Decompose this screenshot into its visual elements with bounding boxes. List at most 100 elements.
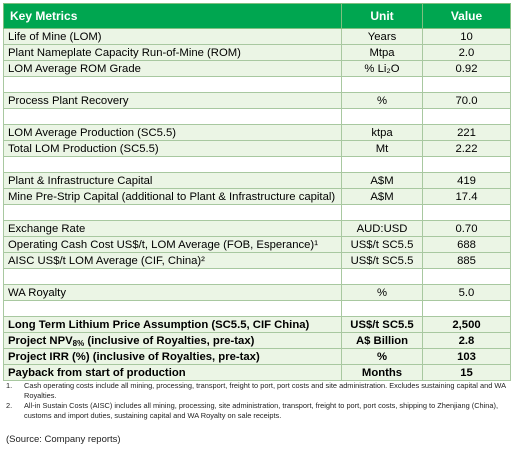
unit-cell: Mtpa [341, 44, 423, 61]
source: (Source: Company reports) [6, 434, 121, 445]
table-row: Mine Pre-Strip Capital (additional to Pl… [3, 188, 511, 205]
value-cell: 15 [422, 364, 511, 381]
spacer-row [3, 300, 511, 317]
value-cell: 221 [422, 124, 511, 141]
spacer-cell [3, 268, 342, 285]
unit-cell: AUD:USD [341, 220, 423, 237]
value-cell: 0.92 [422, 60, 511, 77]
value-cell: 0.70 [422, 220, 511, 237]
unit-cell: US$/t SC5.5 [341, 316, 423, 333]
value-cell: 2.8 [422, 332, 511, 349]
unit-cell: A$M [341, 172, 423, 189]
spacer-cell [422, 300, 511, 317]
unit-cell: ktpa [341, 124, 423, 141]
unit-cell: US$/t SC5.5 [341, 252, 423, 269]
spacer-cell [3, 156, 342, 173]
metric-cell: AISC US$/t LOM Average (CIF, China)² [3, 252, 342, 269]
unit-cell: % [341, 92, 423, 109]
spacer-row [3, 156, 511, 173]
spacer-cell [341, 268, 423, 285]
header-cell: Value [422, 3, 511, 29]
unit-cell: A$ Billion [341, 332, 423, 349]
spacer-row [3, 204, 511, 221]
value-cell: 2.0 [422, 44, 511, 61]
footnotes: 1. Cash operating costs include all minin… [6, 381, 511, 421]
spacer-cell [422, 204, 511, 221]
spacer-cell [3, 108, 342, 125]
spacer-row [3, 76, 511, 93]
spacer-cell [341, 300, 423, 317]
header-cell: Unit [341, 3, 423, 29]
table-row: LOM Average Production (SC5.5) ktpa 221 [3, 124, 511, 141]
spacer-cell [422, 76, 511, 93]
spacer-cell [3, 204, 342, 221]
unit-cell: Mt [341, 140, 423, 157]
metric-cell: Life of Mine (LOM) [3, 28, 342, 45]
footnote: 1. Cash operating costs include all minin… [6, 381, 511, 400]
unit-cell: US$/t SC5.5 [341, 236, 423, 253]
table-row: Project IRR (%) (inclusive of Royalties,… [3, 348, 511, 365]
value-cell: 885 [422, 252, 511, 269]
table-row: Life of Mine (LOM) Years 10 [3, 28, 511, 45]
value-cell: 10 [422, 28, 511, 45]
metric-cell: Process Plant Recovery [3, 92, 342, 109]
unit-cell: Months [341, 364, 423, 381]
table-row: WA Royalty% 5.0 [3, 284, 511, 301]
value-cell: 17.4 [422, 188, 511, 205]
spacer-cell [3, 300, 342, 317]
footnote-text: All-in Sustain Costs (AISC) includes all… [24, 401, 499, 420]
metric-cell: Mine Pre-Strip Capital (additional to Pl… [3, 188, 342, 205]
value-cell: 5.0 [422, 284, 511, 301]
spacer-cell [422, 268, 511, 285]
metric-cell: Project NPV8% (inclusive of Royalties, p… [3, 332, 342, 349]
table-body: Life of Mine (LOM) Years 10 Plant Nameplate… [3, 28, 511, 381]
footnote: 2. All-in Sustain Costs (AISC) includes a… [6, 401, 511, 420]
unit-cell: % [341, 284, 423, 301]
table-row: Total LOM Production (SC5.5) Mt 2.22 [3, 140, 511, 157]
metric-text: (inclusive of Royalties, pre-tax) [84, 334, 255, 347]
metric-cell: Plant & Infrastructure Capital [3, 172, 342, 189]
spacer-row [3, 108, 511, 125]
table-row: Project NPV8% (inclusive of Royalties, p… [3, 332, 511, 349]
spacer-row [3, 268, 511, 285]
value-cell: 419 [422, 172, 511, 189]
metric-cell: LOM Average Production (SC5.5) [3, 124, 342, 141]
spacer-cell [341, 108, 423, 125]
value-cell: 2,500 [422, 316, 511, 333]
table-row: Operating Cash Cost US$/t, LOM Average (… [3, 236, 511, 253]
metric-text: Project NPV [8, 334, 73, 347]
footnote-text: Cash operating costs include all mining,… [24, 381, 506, 400]
unit-cell: % Li₂O [341, 60, 423, 77]
spacer-cell [422, 156, 511, 173]
spacer-cell [341, 204, 423, 221]
metric-cell: Project IRR (%) (inclusive of Royalties,… [3, 348, 342, 365]
table-row: LOM Average ROM Grade% Li₂O 0.92 [3, 60, 511, 77]
table-row: Process Plant Recovery% 70.0 [3, 92, 511, 109]
unit-cell: % [341, 348, 423, 365]
table-row: Plant Nameplate Capacity Run-of-Mine (RO… [3, 44, 511, 61]
header-row: Key Metrics Unit Value [3, 3, 511, 29]
unit-cell: A$M [341, 188, 423, 205]
value-cell: 70.0 [422, 92, 511, 109]
metric-cell: Total LOM Production (SC5.5) [3, 140, 342, 157]
metric-cell: Long Term Lithium Price Assumption (SC5.… [3, 316, 342, 333]
header-cell: Key Metrics [3, 3, 342, 29]
spacer-cell [3, 76, 342, 93]
table-row: Payback from start of production Months 15 [3, 364, 511, 381]
spacer-cell [341, 156, 423, 173]
value-cell: 688 [422, 236, 511, 253]
footnote-marker: 2. [6, 401, 13, 410]
metric-cell: Payback from start of production [3, 364, 342, 381]
metric-cell: Exchange Rate [3, 220, 342, 237]
metrics-table: Key Metrics Unit Value Life of Mine (LOM… [3, 3, 511, 381]
table-row: Plant & Infrastructure Capital A$M 419 [3, 172, 511, 189]
spacer-cell [341, 76, 423, 93]
value-cell: 103 [422, 348, 511, 365]
spacer-cell [422, 108, 511, 125]
table-row: Exchange Rate AUD:USD 0.70 [3, 220, 511, 237]
metric-cell: LOM Average ROM Grade [3, 60, 342, 77]
metric-cell: Plant Nameplate Capacity Run-of-Mine (RO… [3, 44, 342, 61]
metric-cell: WA Royalty [3, 284, 342, 301]
footnote-marker: 1. [6, 381, 13, 390]
